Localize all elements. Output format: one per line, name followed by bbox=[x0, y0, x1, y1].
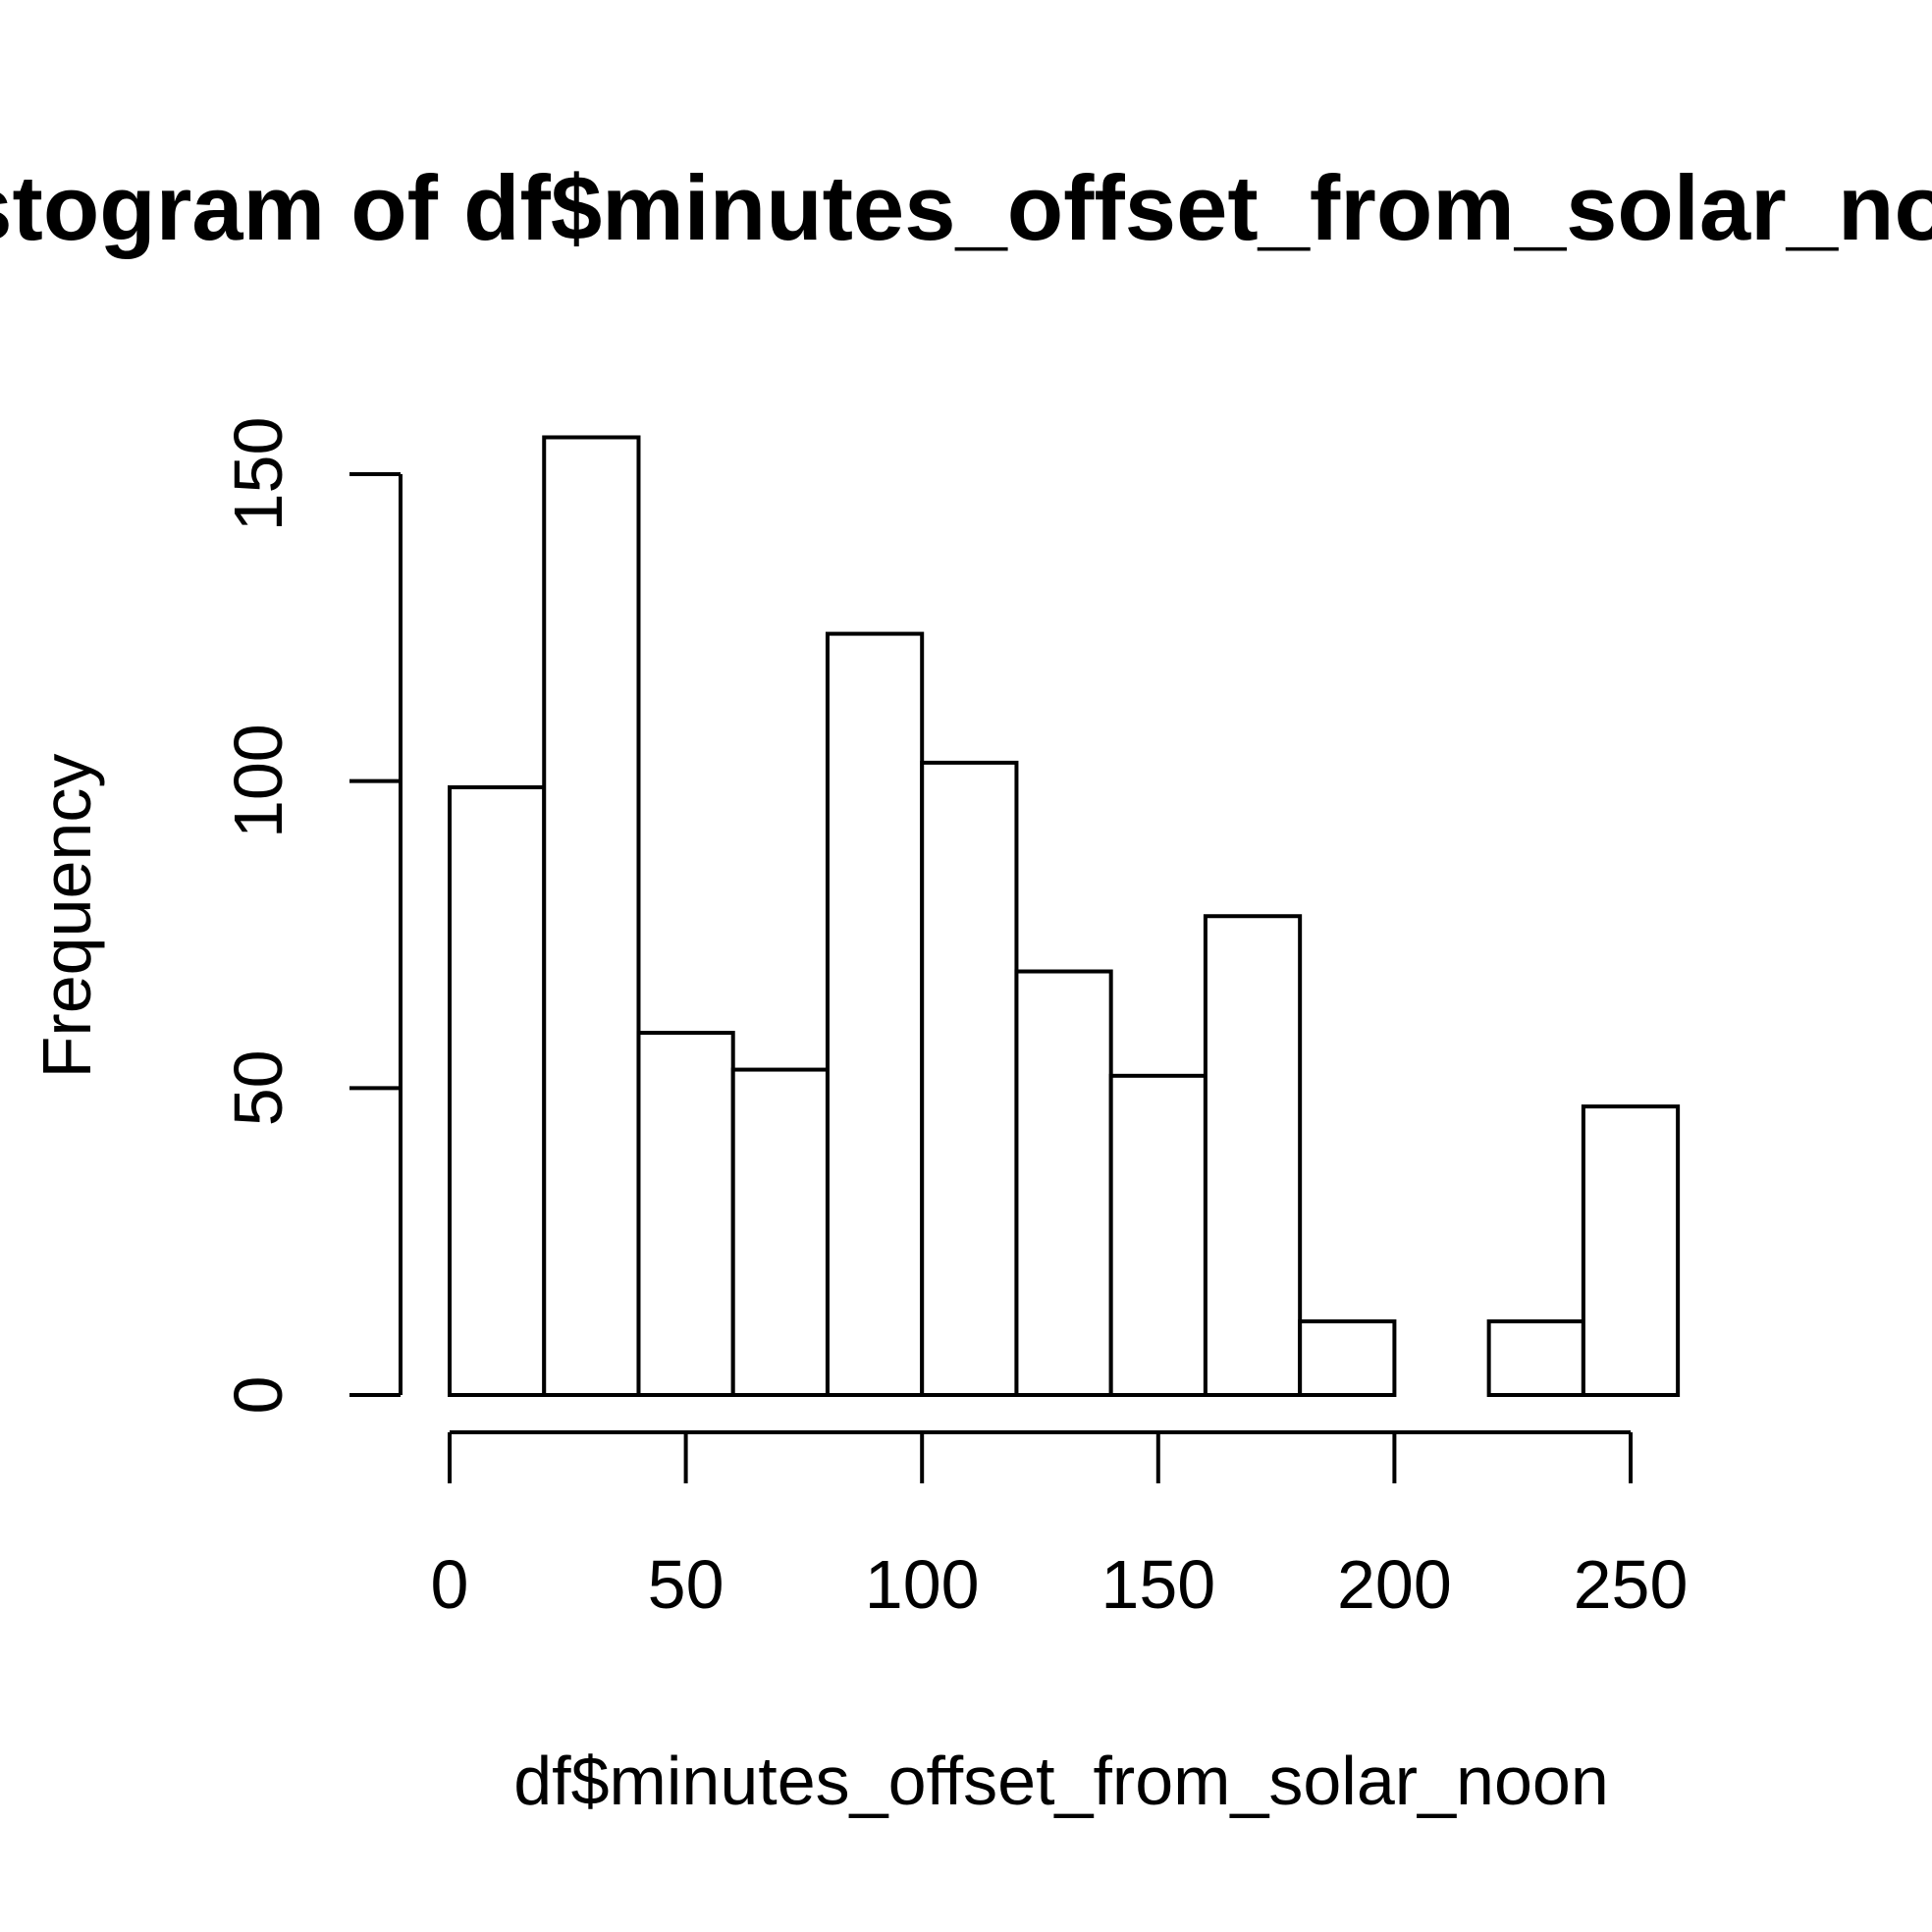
x-tick-label-150: 150 bbox=[1100, 1546, 1215, 1623]
y-tick-label-100: 100 bbox=[220, 724, 296, 838]
y-tick-label-150: 150 bbox=[220, 417, 296, 532]
histogram-bar-2 bbox=[636, 1031, 735, 1397]
histogram-bar-11 bbox=[1486, 1318, 1585, 1397]
x-axis-ticks: 0 50 100 150 200 250 bbox=[431, 1432, 1689, 1623]
x-tick-label-100: 100 bbox=[865, 1546, 980, 1623]
y-tick-label-0: 0 bbox=[220, 1376, 296, 1415]
histogram-bar-12 bbox=[1581, 1104, 1681, 1398]
histogram-bar-3 bbox=[730, 1067, 830, 1398]
x-tick-label-200: 200 bbox=[1337, 1546, 1452, 1623]
histogram-bar-5 bbox=[920, 760, 1019, 1397]
x-tick-label-50: 50 bbox=[648, 1546, 724, 1623]
x-axis-label: df$minutes_offset_from_solar_noon bbox=[513, 1743, 1609, 1819]
bars-group bbox=[448, 435, 1681, 1398]
y-axis-label: Frequency bbox=[28, 754, 105, 1079]
x-tick-label-0: 0 bbox=[431, 1546, 469, 1623]
histogram-bar-4 bbox=[825, 631, 925, 1397]
y-axis-ticks: 0 50 100 150 bbox=[220, 417, 401, 1415]
histogram-bar-1 bbox=[542, 435, 641, 1398]
histogram-bar-0 bbox=[448, 784, 547, 1397]
histogram-bar-9 bbox=[1298, 1318, 1397, 1397]
y-tick-label-50: 50 bbox=[220, 1049, 296, 1126]
histogram-bar-8 bbox=[1203, 914, 1303, 1397]
x-tick-label-250: 250 bbox=[1574, 1546, 1689, 1623]
chart-title: Histogram of df$minutes_offset_from_sola… bbox=[0, 156, 1932, 259]
histogram-bar-6 bbox=[1014, 969, 1113, 1398]
histogram-bar-7 bbox=[1108, 1073, 1208, 1397]
